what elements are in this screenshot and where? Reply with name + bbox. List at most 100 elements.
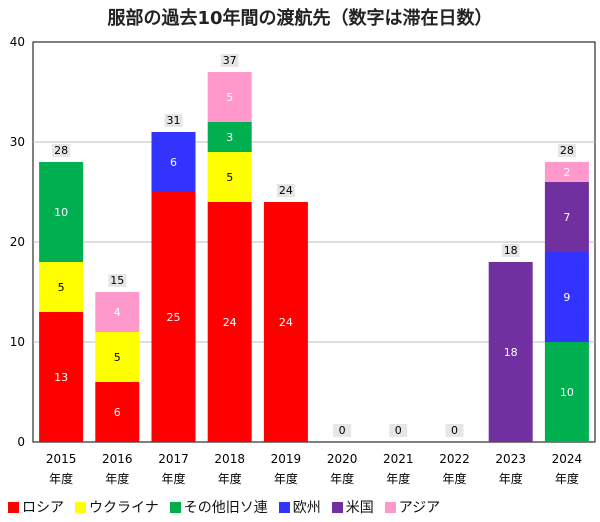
x-tick-label: 2022	[439, 452, 470, 466]
legend-item: 欧州	[278, 497, 321, 517]
segment-value-label: 13	[54, 371, 68, 384]
x-tick-label: 年度	[49, 471, 73, 486]
segment-value-label: 5	[114, 351, 121, 364]
bar-segment	[151, 132, 196, 192]
legend-item: 米国	[331, 497, 374, 517]
segment-value-label: 9	[563, 291, 570, 304]
bar-segment	[488, 262, 533, 442]
x-tick-label: 2023	[495, 452, 526, 466]
total-label-box	[52, 144, 71, 157]
total-label-box	[557, 144, 576, 157]
segment-value-label: 6	[170, 156, 177, 169]
legend-swatch	[8, 501, 19, 513]
legend-label: ウクライナ	[89, 500, 159, 516]
total-value-label: 31	[167, 114, 181, 127]
legend-label: その他旧ソ連	[183, 500, 268, 516]
x-tick-label: 年度	[442, 471, 466, 486]
x-tick-label: 年度	[499, 471, 523, 486]
segment-value-label: 10	[54, 206, 68, 219]
total-value-label: 24	[279, 184, 293, 197]
legend-swatch	[278, 501, 290, 513]
segment-value-label: 2	[563, 166, 570, 179]
legend-swatch	[169, 501, 181, 513]
x-tick-label: 2020	[327, 452, 358, 466]
chart-title: 服部の過去10年間の渡航先（数字は滞在日数）	[107, 8, 493, 29]
x-tick-label: 2015	[46, 452, 77, 466]
stacked-bar-chart: 01020304013510282015年度654152016年度2563120…	[10, 35, 596, 486]
bar-segment	[151, 192, 196, 442]
bar-segment	[39, 312, 84, 442]
legend-item: その他旧ソ連	[169, 497, 268, 517]
x-tick-label: 2021	[383, 452, 414, 466]
segment-value-label: 5	[226, 171, 233, 184]
x-tick-label: 年度	[330, 471, 354, 486]
bar-segment	[95, 292, 140, 332]
segment-value-label: 7	[563, 211, 570, 224]
bar-segment	[544, 342, 589, 442]
segment-value-label: 18	[504, 346, 518, 359]
segment-value-label: 10	[560, 386, 574, 399]
bar-segment	[207, 202, 252, 442]
bar-segment	[263, 202, 308, 442]
bar-segment	[544, 252, 589, 342]
bar-segment	[39, 262, 84, 312]
legend-label: アジア	[398, 500, 441, 516]
bar-segment	[544, 182, 589, 252]
total-label-box	[333, 424, 352, 437]
legend-swatch	[75, 501, 86, 513]
bar-segment	[95, 332, 140, 382]
total-value-label: 28	[560, 144, 574, 157]
total-value-label: 28	[54, 144, 68, 157]
segment-value-label: 25	[167, 311, 181, 324]
segment-value-label: 24	[279, 316, 293, 329]
total-label-box	[501, 244, 520, 257]
total-label-box	[445, 424, 464, 437]
y-tick-label: 20	[10, 235, 25, 249]
x-tick-label: 年度	[386, 471, 410, 486]
x-tick-label: 年度	[274, 471, 298, 486]
total-value-label: 0	[339, 424, 346, 437]
bar-segment	[544, 162, 589, 182]
total-value-label: 0	[451, 424, 458, 437]
total-label-box	[276, 184, 295, 197]
y-tick-label: 40	[10, 35, 25, 49]
total-value-label: 18	[504, 244, 518, 257]
legend-item: ウクライナ	[75, 497, 159, 517]
segment-value-label: 4	[114, 306, 121, 319]
total-label-box	[108, 274, 127, 287]
x-tick-label: 2018	[214, 452, 245, 466]
chart-legend: ロシア ウクライナ その他旧ソ連 欧州 米国 アジア	[8, 497, 598, 517]
total-label-box	[220, 54, 239, 67]
legend-label: 欧州	[292, 500, 321, 516]
legend-label: ロシア	[22, 500, 64, 516]
bar-segment	[207, 122, 252, 152]
bar-segment	[95, 382, 140, 442]
y-tick-label: 0	[17, 435, 25, 449]
segment-value-label: 3	[226, 131, 233, 144]
x-tick-label: 2016	[102, 452, 133, 466]
legend-swatch	[384, 501, 396, 513]
segment-value-label: 24	[223, 316, 237, 329]
segment-value-label: 6	[114, 406, 121, 419]
segment-value-label: 5	[58, 281, 65, 294]
legend-item: ロシア	[8, 497, 64, 517]
total-value-label: 37	[223, 54, 237, 67]
x-tick-label: 2024	[552, 452, 583, 466]
bar-segment	[207, 72, 252, 122]
x-tick-label: 年度	[105, 471, 129, 486]
x-tick-label: 年度	[555, 471, 579, 486]
x-tick-label: 2019	[271, 452, 302, 466]
x-tick-label: 年度	[218, 471, 242, 486]
total-value-label: 0	[395, 424, 402, 437]
total-label-box	[164, 114, 183, 127]
bar-segment	[39, 162, 84, 262]
bar-segment	[207, 152, 252, 202]
legend-swatch	[331, 501, 343, 513]
legend-item: アジア	[384, 497, 441, 517]
x-tick-label: 2017	[158, 452, 189, 466]
y-tick-label: 10	[10, 335, 25, 349]
segment-value-label: 5	[226, 91, 233, 104]
legend-label: 米国	[345, 500, 374, 516]
total-value-label: 15	[110, 274, 124, 287]
total-label-box	[389, 424, 408, 437]
